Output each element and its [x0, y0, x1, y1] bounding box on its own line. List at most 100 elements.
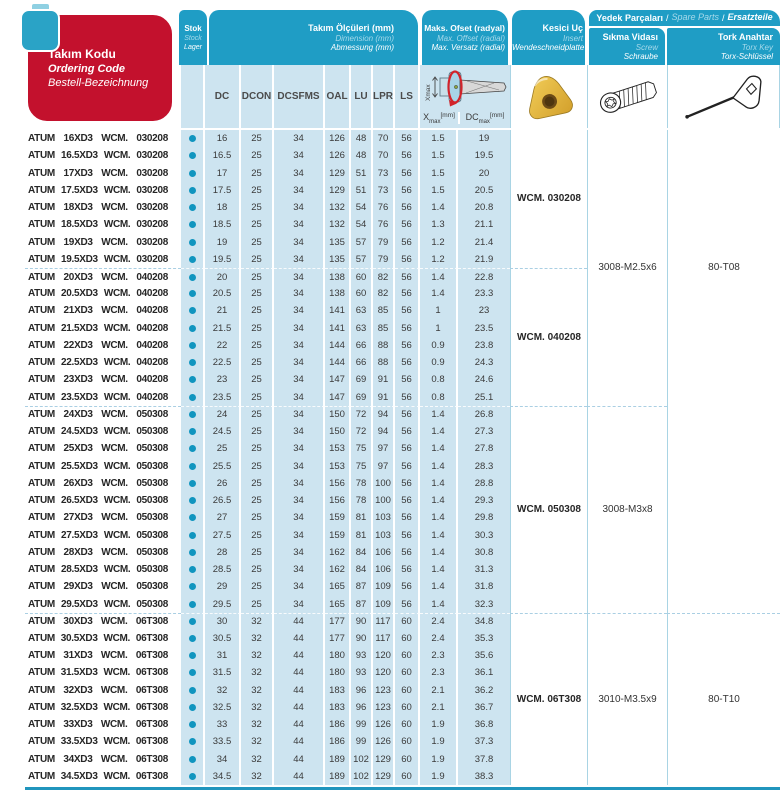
lpr-value-cell: 73 — [373, 181, 395, 199]
dcmax-value-cell: 37.3 — [458, 733, 510, 751]
ordering-code-cell: ATUM 24XD3 WCM. 050308 — [25, 405, 181, 424]
dcon-value-cell: 25 — [241, 147, 274, 165]
xmax-value-cell: 1.4 — [420, 509, 458, 527]
stock-dot — [188, 186, 196, 194]
code-part: ATUM — [28, 460, 55, 472]
code-part: ATUM — [28, 426, 55, 438]
stock-cell — [181, 474, 205, 492]
xmax-value-cell: 2.3 — [420, 664, 458, 682]
radial-offset-diagram-icon: Xmax — [425, 70, 507, 107]
lu-value-cell: 69 — [351, 388, 373, 406]
code-part: 06T308 — [135, 616, 168, 628]
lu-value-cell: 48 — [351, 130, 373, 148]
lpr-value-cell: 91 — [373, 371, 395, 389]
lpr-value-cell: 76 — [373, 216, 395, 234]
ls-value-cell: 56 — [395, 354, 420, 372]
page-tab-icon-body — [20, 9, 60, 52]
ls-value-cell: 56 — [395, 233, 420, 251]
ls-value-cell: 60 — [395, 750, 420, 768]
ordering-code-cell: ATUM 22XD3 WCM. 040208 — [25, 336, 181, 355]
code-part: ATUM — [28, 374, 55, 386]
ls-value-cell: 56 — [395, 181, 420, 199]
stock-dot — [188, 514, 196, 522]
code-part: 27XD3 — [63, 512, 93, 524]
stock-cell — [181, 681, 205, 699]
stock-dot — [188, 548, 196, 556]
code-part: 030208 — [136, 253, 168, 265]
ordering-code-cell: ATUM 25.5XD3 WCM. 050308 — [25, 457, 181, 475]
lpr-value-cell: 94 — [373, 405, 395, 424]
dc-value-cell: 34.5 — [205, 767, 241, 785]
code-part: 18.5XD3 — [60, 219, 98, 231]
ordering-code-cell: ATUM 29.5XD3 WCM. 050308 — [25, 595, 181, 613]
torx-code-cell — [667, 405, 780, 613]
stock-cell — [181, 612, 205, 630]
insert-code-cell: WCM. 06T308 — [510, 612, 587, 785]
oal-value-cell: 165 — [325, 595, 351, 613]
dcmax-value-cell: 27.3 — [458, 423, 510, 441]
dcsfms-value-cell: 34 — [274, 474, 325, 492]
xmax-value-cell: 1.4 — [420, 491, 458, 510]
dcmax-value-cell: 30.3 — [458, 526, 510, 544]
code-part: 06T308 — [135, 753, 168, 765]
code-part: 30.5XD3 — [60, 632, 98, 644]
stock-cell — [181, 716, 205, 734]
code-part: WCM. — [103, 426, 131, 438]
code-part: WCM. — [101, 581, 128, 593]
ls-value-cell: 60 — [395, 698, 420, 717]
ls-value-cell: 56 — [395, 130, 420, 148]
dim-col-label-dcsfms: DCSFMS — [274, 65, 325, 128]
dcon-value-cell: 25 — [241, 319, 274, 337]
code-part: 28XD3 — [63, 546, 93, 558]
code-part: ATUM — [28, 357, 55, 369]
dc-value-cell: 18 — [205, 198, 241, 217]
page-tab-icon — [18, 2, 60, 52]
stock-cell — [181, 147, 205, 165]
screw-header-de: Schraube — [623, 52, 658, 61]
oal-value-cell: 153 — [325, 440, 351, 458]
xmax-value-cell: 0.8 — [420, 388, 458, 406]
stock-dot — [188, 618, 196, 626]
code-part: ATUM — [28, 391, 55, 403]
stock-dot — [188, 255, 196, 263]
dcon-value-cell: 25 — [241, 130, 274, 148]
dcmax-value-cell: 21.9 — [458, 250, 510, 268]
code-part: WCM. — [103, 288, 131, 300]
oal-value-cell: 138 — [325, 285, 351, 303]
torx-code-cell: 80-T10 — [667, 612, 780, 785]
dc-value-cell: 26 — [205, 474, 241, 492]
dcon-value-cell: 25 — [241, 285, 274, 303]
stock-cell — [181, 647, 205, 665]
ls-value-cell: 56 — [395, 509, 420, 527]
dc-value-cell: 20.5 — [205, 285, 241, 303]
dcon-value-cell: 25 — [241, 440, 274, 458]
dc-value-cell: 16.5 — [205, 147, 241, 165]
xmax-value-cell: 1.4 — [420, 578, 458, 596]
dcmax-value-cell: 38.3 — [458, 767, 510, 785]
dcmax-value-cell: 21.4 — [458, 233, 510, 251]
code-part: 18XD3 — [63, 202, 93, 214]
offset-header-tr: Maks. Ofset (radyal) — [424, 22, 505, 33]
oal-value-cell: 156 — [325, 474, 351, 492]
code-part: 06T308 — [135, 632, 168, 644]
ls-value-cell: 56 — [395, 319, 420, 337]
offset-sublabels: Xmax[mm] DCmax[mm] — [420, 109, 510, 127]
dcon-value-cell: 32 — [241, 750, 274, 768]
dcon-value-cell: 25 — [241, 302, 274, 320]
xmax-value-cell: 1.5 — [420, 130, 458, 148]
torx-key-cell — [667, 65, 780, 128]
lpr-value-cell: 117 — [373, 612, 395, 630]
code-part: ATUM — [28, 736, 55, 748]
lu-value-cell: 75 — [351, 457, 373, 475]
ordering-code-cell: ATUM 21.5XD3 WCM. 040208 — [25, 319, 181, 337]
code-part: 24XD3 — [63, 409, 93, 421]
stock-cell — [181, 233, 205, 251]
torx-header-en: Torx Key — [741, 42, 773, 52]
code-part: ATUM — [28, 219, 55, 231]
dcon-value-cell: 32 — [241, 681, 274, 699]
code-part: 040208 — [136, 305, 168, 317]
code-part: ATUM — [28, 529, 55, 541]
code-part: 040208 — [136, 357, 168, 369]
dcon-value-cell: 25 — [241, 198, 274, 217]
ordering-code-cell: ATUM 26.5XD3 WCM. 050308 — [25, 491, 181, 510]
